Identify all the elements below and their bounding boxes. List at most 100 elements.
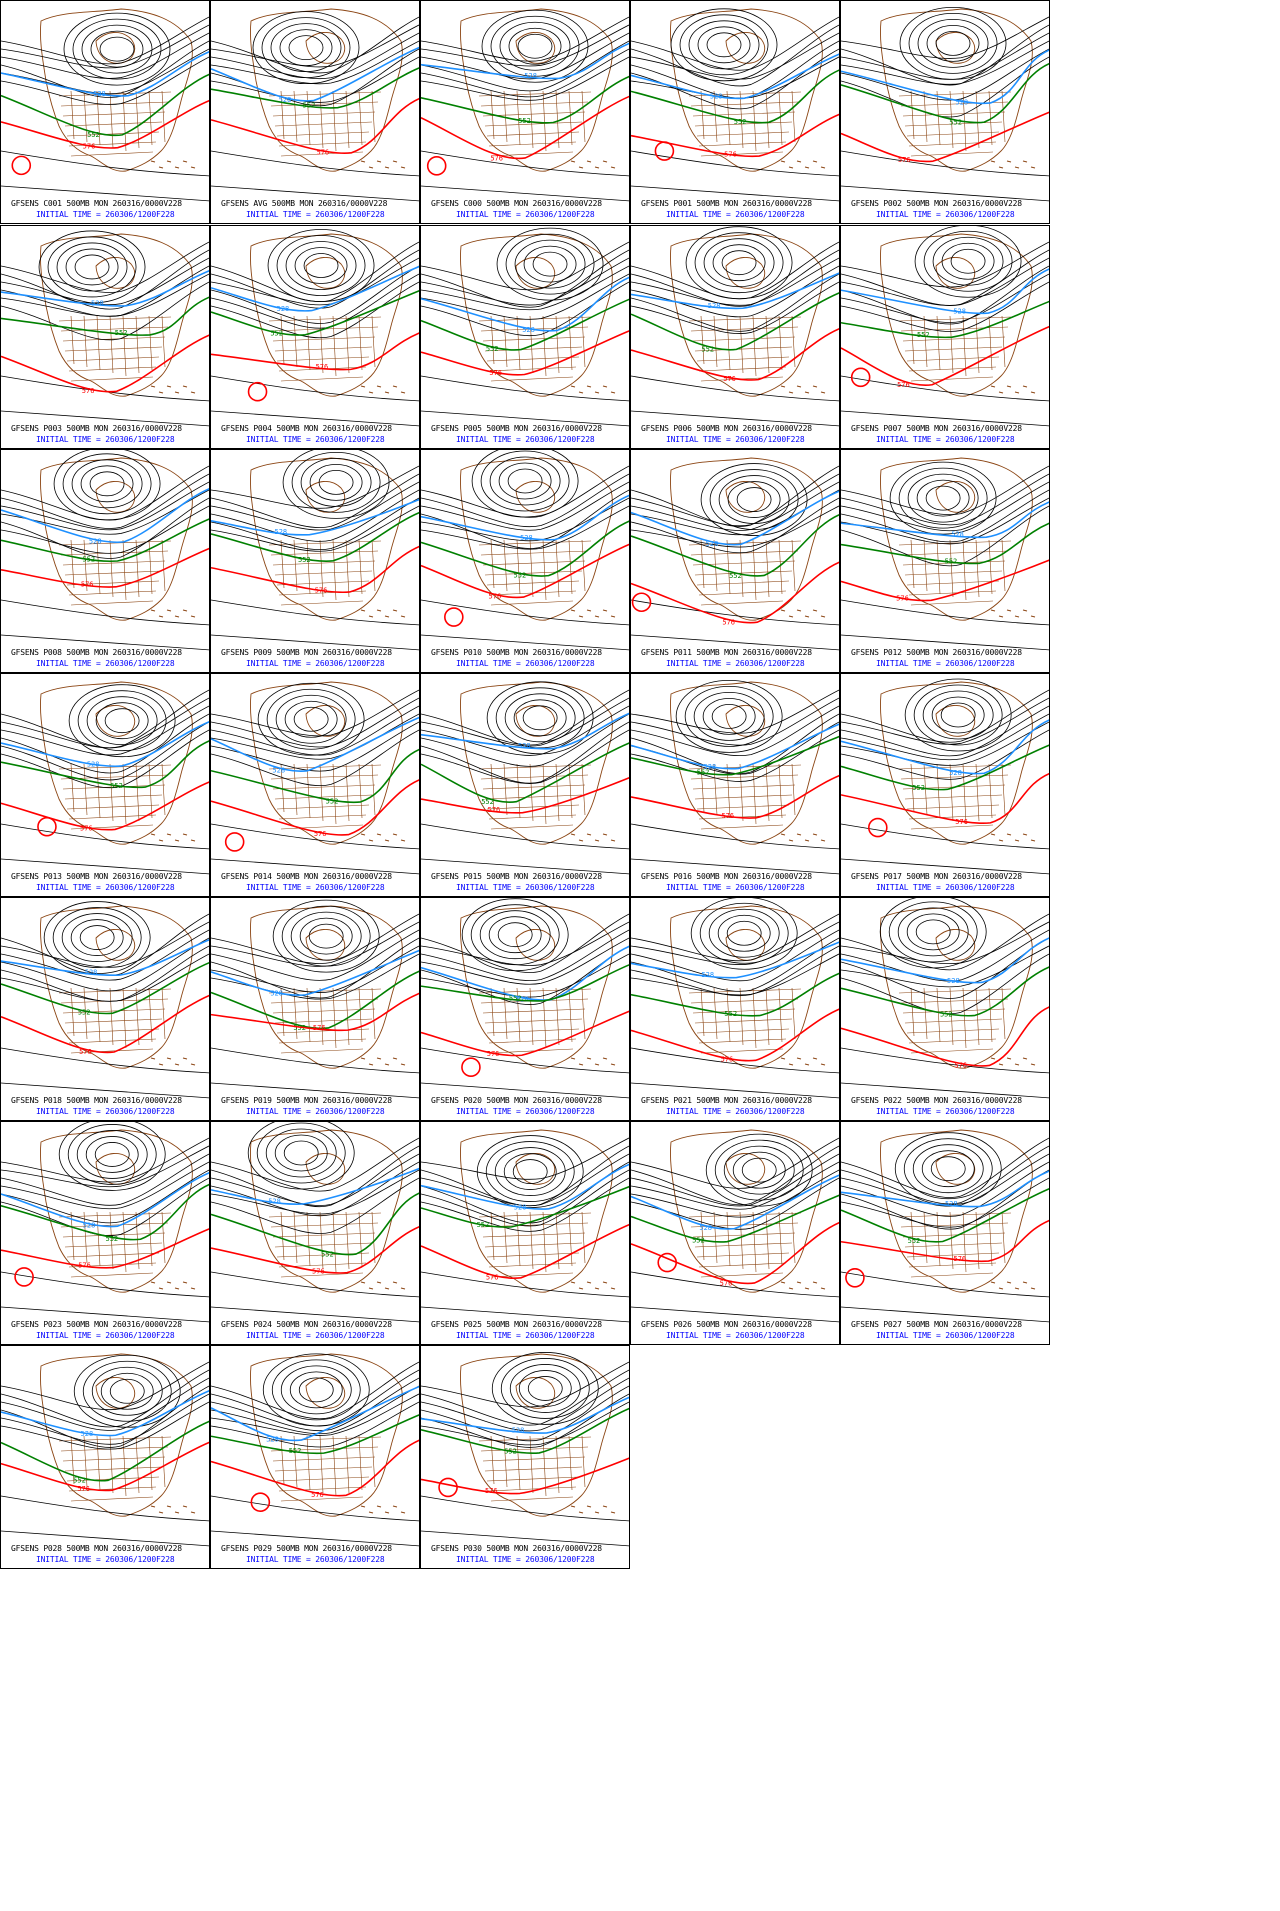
initial-time-caption: INITIAL TIME = 260306/1200F228 [456,1331,595,1340]
ensemble-member-panel: 528 552 576 GFSENS P020 500MB MON 260316/00… [420,897,630,1121]
ensemble-member-panel: 528 552 576 GFSENS P024 500MB MON 260316/00… [210,1121,420,1345]
contour-528: 528 [841,1170,1049,1208]
svg-text:552: 552 [477,1221,490,1229]
svg-text:552: 552 [486,345,499,353]
svg-text:528: 528 [699,1224,712,1232]
height-contours [211,899,419,1099]
contour-552: 552 [841,966,1049,1018]
contour-528: 528 [421,1396,629,1434]
continent-outline [880,681,1036,845]
closed-576-contour [444,607,464,627]
svg-text:528: 528 [93,90,106,98]
contour-552: 552 [631,69,839,126]
initial-time-caption: INITIAL TIME = 260306/1200F228 [456,1107,595,1116]
continent-outline [880,457,1036,621]
closed-576-contour [868,817,888,838]
continent-outline [880,1129,1036,1293]
svg-text:528: 528 [516,995,529,1003]
initial-time-caption: INITIAL TIME = 260306/1200F228 [246,210,385,219]
panel-caption: GFSENS P025 500MB MON 260316/0000V228 [431,1320,602,1329]
svg-text:576: 576 [485,1487,498,1495]
svg-text:528: 528 [514,1203,527,1211]
contour-528: 528 [631,272,839,310]
panel-caption: GFSENS P020 500MB MON 260316/0000V228 [431,1096,602,1105]
contour-528: 528 [421,1163,629,1211]
panel-caption: GFSENS P013 500MB MON 260316/0000V228 [11,872,182,881]
svg-text:552: 552 [945,557,958,565]
panel-caption: GFSENS P006 500MB MON 260316/0000V228 [641,424,812,433]
contour-552: 552 [1,73,209,139]
svg-text:528: 528 [710,93,723,101]
initial-time-caption: INITIAL TIME = 260306/1200F228 [36,659,175,668]
continent-outline [460,233,616,397]
contour-528: 528 [841,49,1049,106]
contour-576: 576 [1,994,209,1056]
closed-576-contour [426,156,447,176]
initial-time-caption: INITIAL TIME = 260306/1200F228 [456,883,595,892]
continent-outline [670,681,826,845]
contour-576: 576 [421,1010,629,1058]
svg-text:552: 552 [940,1010,953,1018]
contour-576: 576 [211,545,419,595]
ensemble-member-panel: 528 552 576 GFSENS P005 500MB MON 260316/00… [420,225,630,449]
continent-outline [460,457,616,621]
closed-576-contour [247,381,268,402]
contour-528: 528 [421,42,629,80]
height-contours [631,463,839,651]
initial-time-caption: INITIAL TIME = 260306/1200F228 [456,1555,595,1564]
height-contours [631,8,839,202]
contour-528: 528 [841,719,1049,777]
contour-528: 528 [841,501,1049,539]
svg-text:576: 576 [898,156,911,164]
contour-552: 552 [631,735,839,776]
contour-552: 552 [1,1420,209,1484]
contour-552: 552 [841,1188,1049,1245]
svg-text:528: 528 [706,540,719,548]
panel-caption: GFSENS P024 500MB MON 260316/0000V228 [221,1320,392,1329]
continent-outline [670,233,826,397]
height-contours [421,1352,629,1547]
initial-time-caption: INITIAL TIME = 260306/1200F228 [456,435,595,444]
svg-text:528: 528 [520,534,533,542]
contour-552: 552 [421,298,629,353]
continent-outline [880,8,1036,172]
height-contours [631,226,839,427]
closed-576-contour [224,832,245,852]
panel-caption: GFSENS P003 500MB MON 260316/0000V228 [11,424,182,433]
svg-text:528: 528 [518,742,531,750]
height-contours [631,1133,839,1323]
contour-576: 576 [841,559,1049,602]
contour-552: 552 [421,742,629,806]
continent-outline [670,457,826,621]
svg-text:528: 528 [955,98,968,106]
height-contours [211,11,419,202]
initial-time-caption: INITIAL TIME = 260306/1200F228 [36,1107,175,1116]
contour-576: 576 [841,772,1049,826]
panel-caption: GFSENS P009 500MB MON 260316/0000V228 [221,648,392,657]
height-contours [1,230,209,427]
contour-576: 576 [211,97,419,156]
closed-576-contour [11,155,32,176]
contour-552: 552 [1,740,209,790]
initial-time-caption: INITIAL TIME = 260306/1200F228 [876,435,1015,444]
ensemble-member-panel: 528 552 576 GFSENS P010 500MB MON 260316/00… [420,449,630,673]
contour-552: 552 [631,514,839,580]
svg-text:528: 528 [953,308,966,316]
contour-528: 528 [1,721,209,769]
initial-time-caption: INITIAL TIME = 260306/1200F228 [36,210,175,219]
initial-time-caption: INITIAL TIME = 260306/1200F228 [876,659,1015,668]
contour-552: 552 [211,511,419,564]
svg-text:552: 552 [105,1235,118,1243]
svg-text:552: 552 [270,329,283,337]
height-contours [211,682,419,875]
contour-552: 552 [211,67,419,110]
initial-time-caption: INITIAL TIME = 260306/1200F228 [36,1555,175,1564]
